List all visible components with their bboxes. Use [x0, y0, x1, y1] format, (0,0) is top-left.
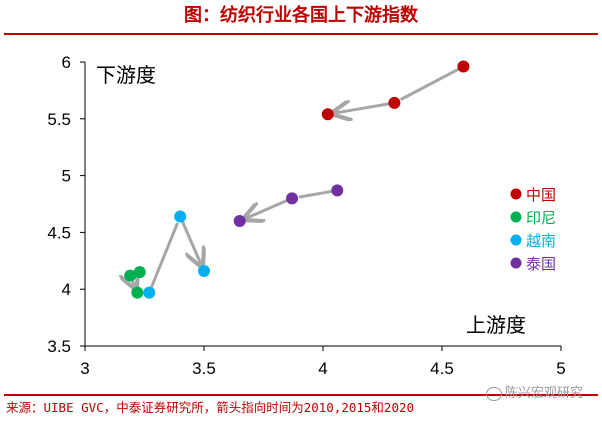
x-tick-label: 5 [556, 359, 565, 378]
trend-arrow [399, 67, 461, 101]
data-point [133, 266, 146, 279]
data-point [321, 108, 334, 121]
legend-marker [510, 188, 522, 200]
y-axis-label: 下游度 [96, 63, 156, 87]
trend-arrow [180, 219, 201, 264]
y-tick-label: 4 [62, 280, 71, 299]
y-tick-label: 6 [62, 53, 71, 72]
source-note: 来源：UIBE GVC，中泰证券研究所，箭头指向时间为2010,2015和202… [6, 400, 415, 415]
wechat-icon [486, 386, 502, 401]
y-tick-label: 4.5 [47, 223, 71, 242]
x-tick-label: 3 [80, 359, 89, 378]
footer-divider [4, 394, 598, 396]
data-point [233, 215, 246, 228]
data-point [331, 184, 344, 197]
x-tick-label: 4.5 [430, 359, 454, 378]
x-axis-label: 上游度 [466, 313, 526, 337]
trend-arrow [149, 222, 179, 290]
title-divider [4, 33, 598, 35]
trend-arrow [246, 198, 289, 218]
data-point [124, 269, 137, 282]
data-point [286, 192, 299, 205]
legend-marker [510, 211, 522, 223]
data-point [174, 210, 187, 223]
data-point [457, 60, 470, 73]
legend-label: 中国 [526, 186, 556, 204]
data-point [143, 286, 156, 299]
legend-marker [510, 257, 522, 269]
trend-arrow [335, 104, 391, 114]
x-tick-label: 3.5 [192, 359, 216, 378]
legend-label: 越南 [526, 232, 556, 250]
watermark: 陈兴宏观研究 [486, 382, 583, 401]
trend-arrow [298, 189, 334, 199]
x-tick-label: 4 [318, 359, 327, 378]
legend-marker [510, 234, 522, 246]
page-title: 图：纺织行业各国上下游指数 [184, 5, 418, 26]
data-point [131, 286, 144, 299]
data-point [198, 265, 210, 278]
y-tick-label: 5.5 [47, 110, 71, 129]
legend-label: 印尼 [526, 209, 556, 227]
data-point [388, 96, 401, 109]
y-tick-label: 5 [62, 167, 71, 186]
legend-label: 泰国 [526, 255, 556, 273]
watermark-text: 陈兴宏观研究 [505, 386, 584, 401]
y-tick-label: 3.5 [47, 337, 71, 356]
